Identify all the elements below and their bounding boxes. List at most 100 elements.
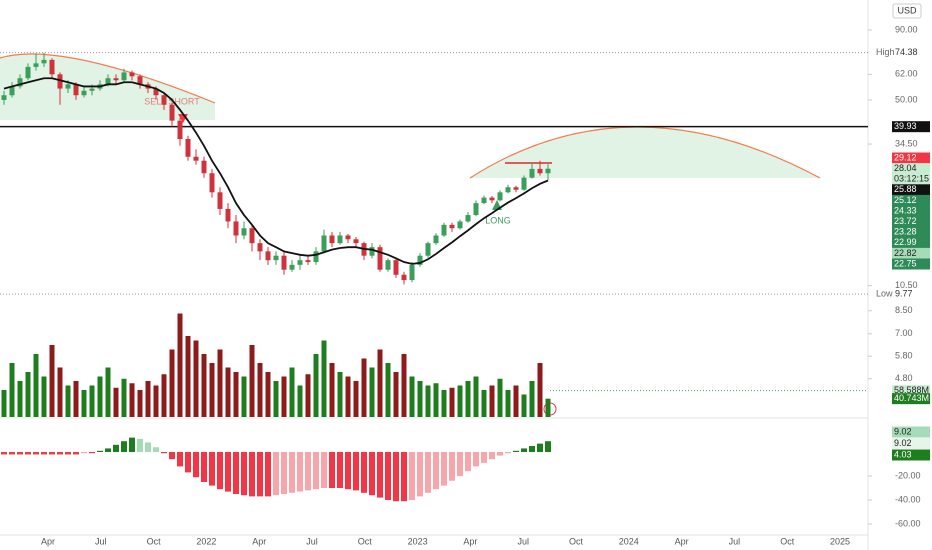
oscillator-bar <box>233 452 239 494</box>
osc-tick-label: -60.00 <box>895 518 921 528</box>
right-arc-fill <box>470 127 820 178</box>
oscillator-bar <box>377 452 383 498</box>
price-tag: 03:12:15 <box>894 174 929 184</box>
price-tag: 25.88 <box>894 184 917 194</box>
price-tag-bg <box>892 152 930 164</box>
candle-body <box>169 104 175 121</box>
volume-bar <box>25 372 31 417</box>
oscillator-bar <box>441 452 447 486</box>
oscillator-bar <box>321 452 327 488</box>
candle-body <box>417 255 423 265</box>
x-tick-label: Oct <box>780 536 795 546</box>
currency-box[interactable] <box>892 3 922 19</box>
oscillator-bar <box>201 452 207 482</box>
y-tick-label: 62.00 <box>895 69 918 79</box>
volume-bar <box>209 363 215 417</box>
oscillator-bar <box>417 452 423 497</box>
volume-tag-bg <box>892 385 930 397</box>
price-tag: 23.28 <box>894 227 917 237</box>
oscillator-bar <box>41 452 47 455</box>
oscillator-bar <box>257 452 263 497</box>
volume-bar <box>449 387 455 417</box>
x-tick-label: 2023 <box>408 536 428 546</box>
candle-body <box>481 197 487 204</box>
volume-bar <box>441 390 447 417</box>
volume-bar <box>177 313 183 417</box>
volume-bar <box>505 390 511 417</box>
y-tick-label: 7.00 <box>895 328 913 338</box>
price-tag-bg <box>892 184 930 196</box>
x-tick-label: 2022 <box>196 536 216 546</box>
price-tag: 25.12 <box>894 195 917 205</box>
oscillator-bar <box>297 452 303 492</box>
candle-body <box>113 78 119 81</box>
volume-bar <box>129 383 135 417</box>
volume-bar <box>465 381 471 417</box>
oscillator-bar <box>281 452 287 494</box>
x-tick-label: Jul <box>729 536 741 546</box>
oscillator-bar <box>489 452 495 460</box>
volume-bar <box>537 363 543 417</box>
volume-bar <box>33 354 39 417</box>
candle-body <box>369 247 375 256</box>
oscillator-bar <box>217 452 223 490</box>
candle-body <box>33 63 39 67</box>
candle-body <box>529 168 535 178</box>
osc-tick-label: -40.00 <box>895 494 921 504</box>
oscillator-bar <box>313 452 319 490</box>
x-tick-label: Apr <box>675 536 689 546</box>
oscillator-bar <box>505 452 511 454</box>
oscillator-bar <box>521 448 527 453</box>
volume-bar <box>73 381 79 417</box>
candle-body <box>249 228 255 244</box>
volume-bar <box>457 385 463 417</box>
oscillator-bar <box>361 452 367 493</box>
volume-bar <box>185 336 191 417</box>
oscillator-bar <box>329 452 335 488</box>
oscillator-bar <box>81 452 87 454</box>
price-tag: 29.12 <box>894 152 917 162</box>
oscillator-bar <box>345 452 351 490</box>
volume-bar <box>249 345 255 417</box>
price-tag-bg <box>892 247 930 259</box>
volume-bar <box>273 381 279 417</box>
candle-body <box>521 177 527 190</box>
candle-body <box>281 255 287 270</box>
oscillator-bar <box>289 452 295 493</box>
oscillator-bar <box>25 452 31 455</box>
oscillator-bar <box>449 452 455 481</box>
candle-body <box>105 78 111 85</box>
candle-body <box>73 84 79 96</box>
x-tick-label: Oct <box>358 536 373 546</box>
volume-bar <box>1 390 7 417</box>
oscillator-bar <box>185 452 191 473</box>
candle-body <box>81 90 87 96</box>
candle-body <box>265 251 271 261</box>
candle-body <box>353 239 359 244</box>
volume-bar <box>433 383 439 417</box>
volume-bar <box>521 394 527 417</box>
candle-body <box>297 260 303 265</box>
volume-bar <box>313 354 319 417</box>
price-tag: 22.99 <box>894 237 917 247</box>
level-tag: 39.93 <box>894 121 917 131</box>
oscillator-bar <box>145 442 151 453</box>
candle-body <box>9 86 15 96</box>
osc-tag: 9.02 <box>894 426 912 436</box>
candle-body <box>193 156 199 161</box>
oscillator-bar <box>425 452 431 493</box>
x-tick-label: Jul <box>95 536 107 546</box>
candle-body <box>545 168 551 174</box>
oscillator-bar <box>513 450 519 453</box>
volume-bar <box>345 376 351 417</box>
candle-body <box>209 173 215 193</box>
candle-body <box>497 192 503 201</box>
candle-body <box>225 208 231 222</box>
osc-tick-label: -20.00 <box>895 470 921 480</box>
volume-bar <box>241 376 247 417</box>
osc-tag-bg <box>892 438 930 449</box>
oscillator-bar <box>193 452 199 478</box>
oscillator-bar <box>105 448 111 453</box>
volume-bar <box>41 376 47 417</box>
